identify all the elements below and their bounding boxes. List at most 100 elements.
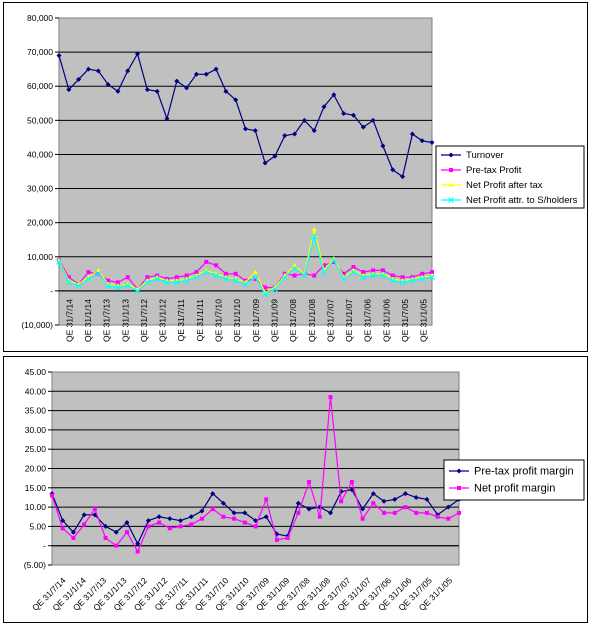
data-point <box>232 516 237 521</box>
data-point <box>221 514 226 519</box>
data-point <box>281 274 288 281</box>
data-point <box>167 526 172 531</box>
data-point <box>146 524 151 529</box>
data-point <box>445 504 451 510</box>
x-tick-label: QE 31/1/07 <box>344 299 354 342</box>
x-tick-label: QE 31/7/13 <box>102 299 112 342</box>
data-point <box>105 282 112 289</box>
data-point <box>82 522 87 527</box>
data-point <box>321 104 327 110</box>
data-point <box>392 496 398 502</box>
data-point <box>164 279 170 286</box>
data-point <box>135 541 141 547</box>
data-point <box>413 494 419 500</box>
data-point <box>135 549 140 554</box>
data-point <box>81 512 87 518</box>
data-point <box>210 491 216 497</box>
data-point <box>331 259 336 264</box>
data-point <box>263 514 269 520</box>
y-tick-label: 20,000 <box>27 218 53 228</box>
legend-label: Pre-tax Profit <box>466 165 522 176</box>
data-point <box>292 273 297 278</box>
y-tick-label: 50,000 <box>27 115 53 125</box>
legend-label: Pre-tax profit margin <box>474 466 574 478</box>
legend-marker <box>448 197 454 203</box>
data-point <box>360 516 365 521</box>
y-tick-label: 40.00 <box>25 386 47 396</box>
data-point <box>115 280 120 285</box>
data-point <box>285 535 290 540</box>
data-point <box>351 265 356 270</box>
y-tick-label: 10.00 <box>25 502 47 512</box>
y-tick-label: - <box>50 286 53 296</box>
legend-label: Turnover <box>466 150 504 161</box>
data-point <box>134 287 141 294</box>
legend-box <box>443 459 585 501</box>
y-tick-label: 30,000 <box>27 184 53 194</box>
data-point <box>420 271 425 276</box>
data-point <box>446 516 451 521</box>
data-point <box>409 131 415 137</box>
data-point <box>214 263 219 268</box>
data-point <box>173 279 180 286</box>
data-point <box>307 480 312 485</box>
data-point <box>203 71 209 77</box>
chart-2-svg: (5.00) - 5.00 10.00 15.00 20.00 25.00 30.00 35.0… <box>24 367 585 613</box>
data-point <box>282 133 288 139</box>
data-point <box>371 501 376 506</box>
data-point <box>311 226 317 231</box>
series-1-3 <box>56 233 435 298</box>
data-point <box>339 499 344 504</box>
y-tick-label: (5.00) <box>24 560 46 570</box>
y-tick-label: 70,000 <box>27 47 53 57</box>
data-point <box>382 510 387 515</box>
data-point <box>435 514 440 519</box>
x-tick-label: QE 31/7/05 <box>400 299 410 342</box>
data-point <box>66 87 72 93</box>
y-tick-label: 60,000 <box>27 81 53 91</box>
chart-1-svg: (10,000) - 10,000 20,000 30,000 40,000 50,000 6… <box>21 13 585 342</box>
x-tick-label: QE 31/1/11 <box>195 299 205 342</box>
data-point <box>144 279 151 286</box>
data-point <box>349 487 355 493</box>
data-point <box>174 78 180 84</box>
data-point <box>106 278 111 283</box>
x-tick-label: QE 31/1/10 <box>232 299 242 342</box>
x-tick-label: QE 31/1/14 <box>83 299 93 342</box>
data-point <box>156 514 162 520</box>
data-point <box>312 273 317 278</box>
data-point <box>125 275 130 280</box>
x-tick-label: QE 31/7/10 <box>214 299 224 342</box>
data-point <box>370 272 377 279</box>
data-point <box>274 537 279 542</box>
legend-box <box>435 145 585 209</box>
data-point <box>243 126 248 132</box>
data-point <box>50 493 54 498</box>
legend-marker <box>449 168 453 172</box>
data-point <box>199 508 205 514</box>
data-point <box>328 395 333 400</box>
data-point <box>370 491 376 497</box>
data-point <box>322 263 327 268</box>
data-point <box>222 276 229 282</box>
data-point <box>105 82 111 88</box>
data-point <box>242 281 249 287</box>
data-point <box>306 506 312 512</box>
y-tick-label: 25.00 <box>25 444 47 454</box>
legend-marker <box>456 468 462 474</box>
data-point <box>199 516 204 521</box>
series-2-0 <box>49 487 462 547</box>
series-2-1 <box>50 395 461 554</box>
data-point <box>390 273 395 278</box>
data-point <box>144 87 150 93</box>
data-point <box>429 140 435 146</box>
y-tick-label: 80,000 <box>27 13 53 23</box>
data-point <box>124 282 131 289</box>
data-point <box>178 524 183 529</box>
legend-marker <box>448 182 454 187</box>
legend-label: Net Profit attr. to S/holders <box>466 195 578 206</box>
data-point <box>60 526 65 531</box>
data-point <box>213 272 219 279</box>
data-point <box>424 510 429 515</box>
data-point <box>124 530 129 535</box>
